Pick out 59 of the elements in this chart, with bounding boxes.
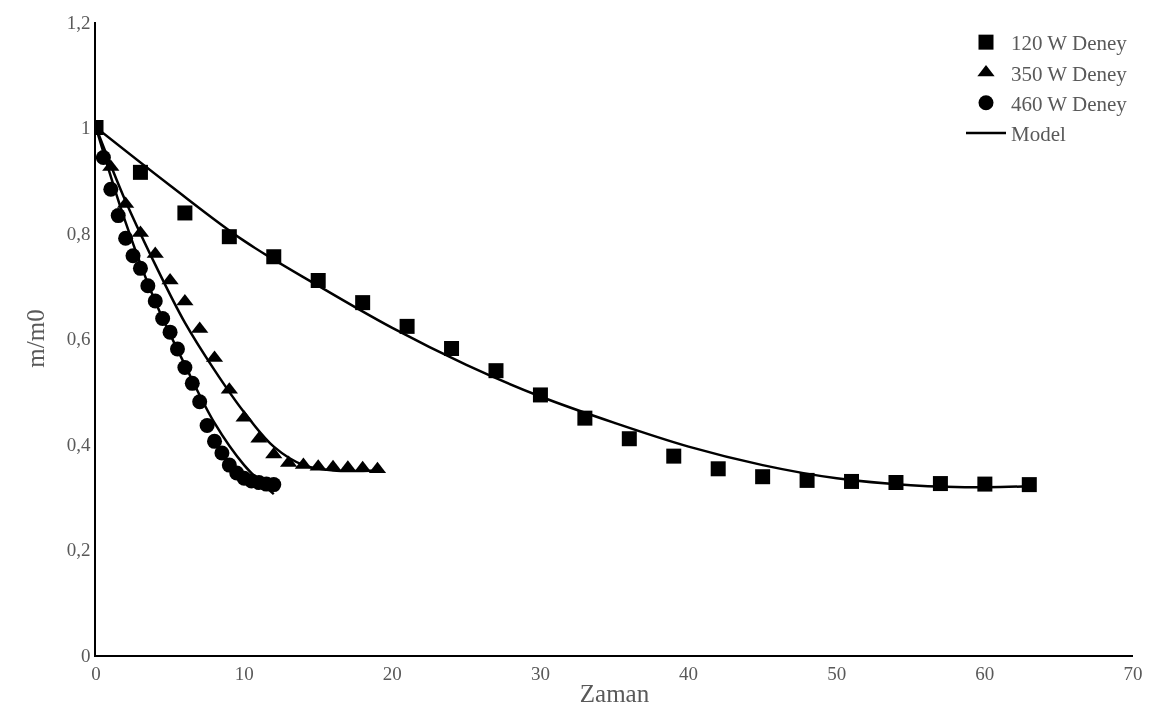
- point: [177, 205, 193, 221]
- point: [444, 341, 460, 357]
- y-tick-label: 0,2: [66, 539, 91, 561]
- y-tick-label: 0: [80, 644, 91, 666]
- point: [710, 461, 726, 477]
- point: [577, 410, 593, 426]
- point: [147, 293, 163, 309]
- y-tick-label: 1: [80, 117, 91, 139]
- point: [192, 394, 208, 410]
- point: [132, 164, 148, 180]
- point: [184, 375, 200, 391]
- point: [310, 272, 326, 288]
- point: [755, 469, 771, 485]
- point: [977, 476, 993, 492]
- y-tick-label: 0,4: [66, 433, 91, 455]
- point: [666, 448, 682, 464]
- point: [621, 431, 637, 447]
- point: [799, 472, 815, 488]
- point: [161, 272, 179, 285]
- point: [103, 181, 119, 197]
- point: [488, 363, 504, 379]
- point: [399, 318, 415, 334]
- point: [118, 230, 134, 246]
- point: [207, 433, 223, 449]
- point: [132, 260, 148, 276]
- point: [932, 476, 948, 492]
- point: [96, 150, 111, 166]
- x-tick-label: 50: [827, 662, 847, 684]
- legend-label: 350 W Deney: [1011, 61, 1128, 86]
- y-tick-label: 0,6: [66, 328, 91, 350]
- legend-label: 460 W Deney: [1011, 91, 1128, 116]
- legend-label: Model: [1011, 122, 1066, 147]
- x-tick-label: 20: [382, 662, 402, 684]
- point: [140, 278, 156, 294]
- point: [177, 360, 193, 375]
- y-tick-label: 1,2: [66, 11, 91, 33]
- x-tick-label: 10: [234, 662, 254, 684]
- x-tick-label: 60: [975, 662, 995, 684]
- x-tick-label: 70: [1123, 662, 1143, 684]
- x-axis-title: Zaman: [579, 680, 650, 708]
- legend-label: 120 W Deney: [1011, 31, 1128, 56]
- y-tick-label: 0,8: [66, 222, 91, 244]
- point: [355, 295, 371, 311]
- point: [214, 445, 230, 461]
- point: [1021, 477, 1037, 493]
- y-axis-title: m/m0: [21, 309, 49, 368]
- point: [199, 418, 215, 434]
- x-tick-label: 30: [530, 662, 550, 684]
- point: [844, 473, 860, 489]
- point: [169, 341, 185, 357]
- point: [221, 229, 237, 245]
- point: [110, 208, 126, 224]
- point: [125, 248, 141, 264]
- point: [155, 310, 171, 326]
- point: [266, 249, 282, 265]
- x-tick-label: 40: [679, 662, 699, 684]
- point: [162, 324, 178, 340]
- point: [532, 387, 548, 403]
- point: [888, 475, 904, 491]
